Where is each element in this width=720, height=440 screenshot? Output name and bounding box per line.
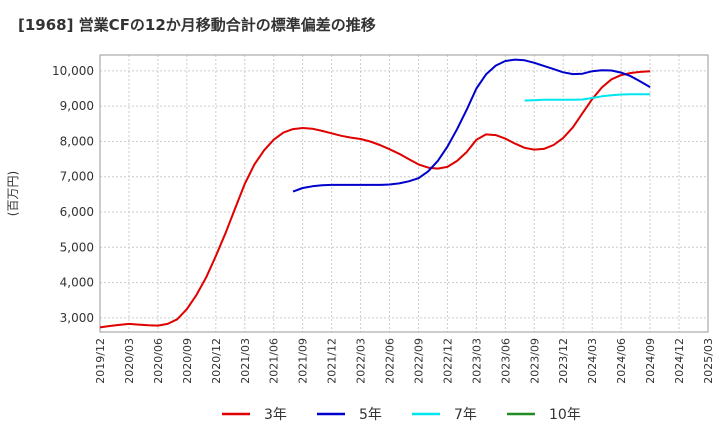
y-tick-label: 9,000: [60, 99, 94, 113]
plot-area: [100, 55, 708, 332]
x-tick-label: 2021/06: [268, 338, 281, 384]
x-tick-label: 2022/03: [355, 338, 368, 384]
x-tick-label: 2024/06: [615, 338, 628, 384]
x-tick-label: 2020/03: [123, 338, 136, 384]
y-tick-label: 8,000: [60, 134, 94, 148]
y-tick-label: 3,000: [60, 311, 94, 325]
legend-label: 10年: [549, 407, 581, 423]
x-tick-label: 2024/09: [644, 338, 657, 384]
x-tick-label: 2022/06: [384, 338, 397, 384]
x-tick-label: 2021/09: [297, 338, 310, 384]
x-tick-label: 2022/09: [412, 338, 425, 384]
x-tick-label: 2025/03: [702, 338, 715, 384]
x-tick-label: 2020/12: [210, 338, 223, 384]
x-tick-label: 2023/12: [557, 338, 570, 384]
y-tick-label: 4,000: [60, 276, 94, 290]
chart-title: [1968] 営業CFの12か月移動合計の標準偏差の推移: [18, 16, 376, 34]
y-tick-label: 6,000: [60, 205, 94, 219]
legend-label: 3年: [264, 407, 287, 423]
plot-frame: [99, 54, 709, 333]
series-line: [99, 70, 651, 329]
y-tick-label: 7,000: [60, 170, 94, 184]
series-line: [292, 58, 651, 193]
y-tick-label: 5,000: [60, 240, 94, 254]
x-tick-label: 2021/03: [239, 338, 252, 384]
x-tick-label: 2020/06: [152, 338, 165, 384]
x-tick-label: 2024/03: [586, 338, 599, 384]
x-tick-label: 2023/03: [470, 338, 483, 384]
y-tick-label: 10,000: [52, 64, 94, 78]
series-line: [524, 93, 651, 102]
x-tick-label: 2019/12: [94, 338, 107, 384]
x-tick-label: 2023/09: [528, 338, 541, 384]
y-axis-label: (百万円): [6, 171, 20, 216]
x-tick-label: 2023/06: [499, 338, 512, 384]
legend-label: 5年: [359, 407, 382, 423]
x-tick-label: 2022/12: [441, 338, 454, 384]
x-tick-label: 2024/12: [673, 338, 686, 384]
x-tick-label: 2021/12: [326, 338, 339, 384]
legend-label: 7年: [454, 407, 477, 423]
x-tick-label: 2020/09: [181, 338, 194, 384]
